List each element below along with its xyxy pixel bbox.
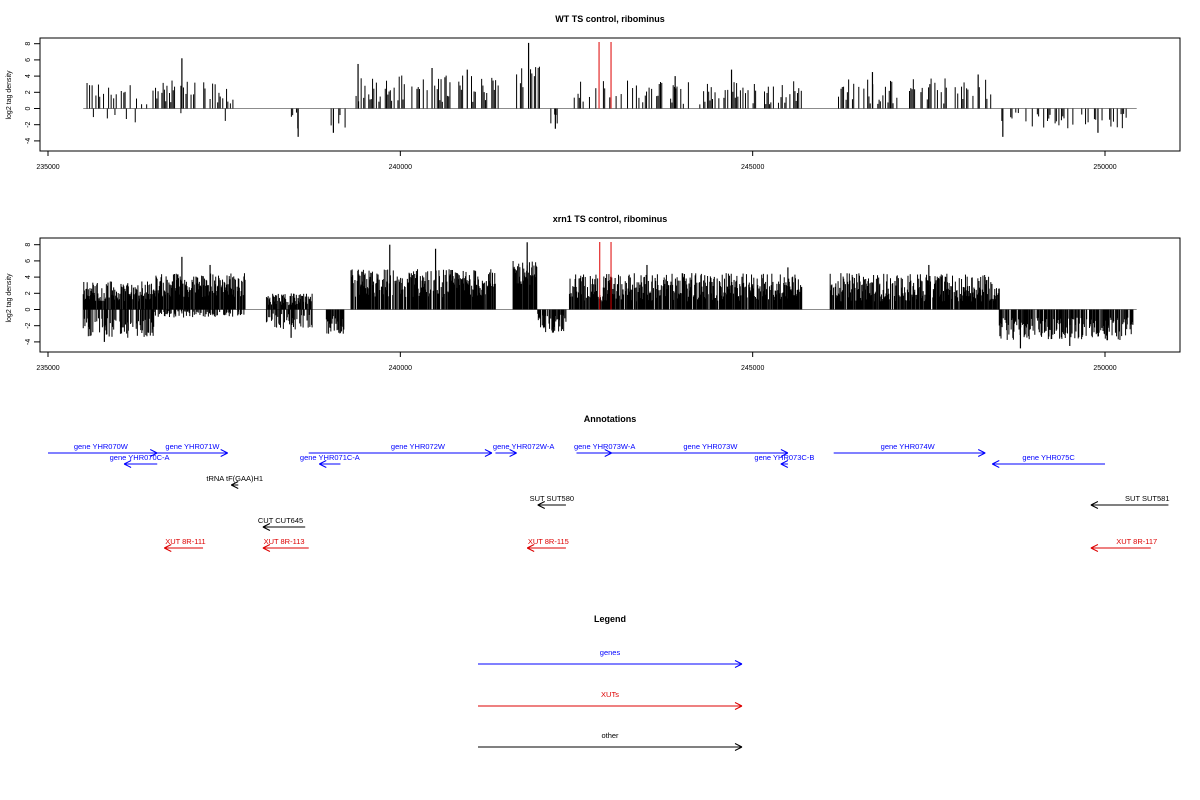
annotation-label: tRNA tF(GAA)H1 — [206, 474, 263, 483]
annotations-title: Annotations — [584, 414, 637, 424]
xrn1-xtick-label: 240000 — [389, 365, 412, 372]
legend-other-label: other — [601, 731, 619, 740]
annotation-gene-arrow: gene YHR071W — [157, 442, 228, 457]
wt-track-ylabel: log2 tag density — [6, 70, 13, 120]
wt-track-title: WT TS control, ribominus — [555, 14, 665, 24]
annotation-gene-arrow: gene YHR075C — [992, 453, 1105, 468]
annotation-gene-arrow: gene YHR072W — [308, 442, 493, 457]
annotation-label: gene YHR073C-B — [754, 453, 814, 462]
annotation-gene-arrow: gene YHR071C-A — [300, 453, 360, 468]
annotation-gene-arrow: gene YHR070W — [48, 442, 158, 457]
annotation-label: gene YHR073W-A — [574, 442, 635, 451]
wt-track-x-axis: 235000 240000 245000 250000 — [36, 150, 1117, 171]
annotation-gene-arrow: gene YHR073C-B — [754, 453, 814, 468]
annotation-other-arrow: CUT CUT645 — [258, 516, 306, 531]
xrn1-track-y-axis: -4 -2 0 2 4 6 8 — [25, 243, 40, 345]
wt-track-y-axis: -4 -2 0 2 4 6 8 — [25, 42, 40, 144]
wt-xtick-label: 240000 — [389, 164, 412, 171]
xrn1-xtick-label: 235000 — [36, 365, 59, 372]
xrn1-track-title: xrn1 TS control, ribominus — [553, 214, 668, 224]
annotation-label: XUT 8R-115 — [528, 537, 569, 546]
annotation-label: gene YHR070W — [74, 442, 129, 451]
wt-track-panel: WT TS control, ribominus log2 tag densit… — [6, 14, 1181, 171]
xrn1-xtick-label: 250000 — [1093, 365, 1116, 372]
annotation-gene-arrow: gene YHR074W — [833, 442, 986, 457]
annotation-label: CUT CUT645 — [258, 516, 303, 525]
wt-ytick-label: 8 — [25, 42, 32, 46]
wt-xtick-label: 245000 — [741, 164, 764, 171]
xrn1-ytick-label: 4 — [25, 275, 32, 279]
annotation-other-arrow: SUT SUT580 — [530, 494, 574, 509]
annotation-label: gene YHR071W — [165, 442, 220, 451]
wt-ytick-label: -4 — [25, 138, 32, 144]
annotation-label: gene YHR071C-A — [300, 453, 360, 462]
wt-ytick-label: 4 — [25, 74, 32, 78]
annotation-label: XUT 8R-117 — [1116, 537, 1157, 546]
xrn1-ytick-label: 6 — [25, 259, 32, 263]
annotation-label: SUT SUT580 — [530, 494, 574, 503]
legend-gene-arrow: genes — [478, 648, 743, 668]
annotation-items: gene YHR070W gene YHR070C-A gene YHR071W tR… — [48, 442, 1170, 552]
legend-items: genes XUTs other — [478, 648, 743, 751]
xrn1-track-markers — [599, 242, 612, 310]
annotation-label: gene YHR075C — [1022, 453, 1075, 462]
annotation-other-arrow: SUT SUT581 — [1090, 494, 1170, 509]
annotation-label: gene YHR074W — [881, 442, 936, 451]
annotation-gene-arrow: gene YHR073W-A — [574, 442, 635, 457]
legend-panel: Legend genes XUTs other — [478, 614, 743, 751]
xrn1-ytick-label: 2 — [25, 291, 32, 295]
annotation-gene-arrow: gene YHR072W-A — [493, 442, 554, 457]
annotation-label: gene YHR073W — [683, 442, 738, 451]
xrn1-ytick-label: 0 — [25, 307, 32, 311]
xrn1-track-x-axis: 235000 240000 245000 250000 — [36, 351, 1117, 372]
annotation-xut-arrow: XUT 8R-115 — [526, 537, 569, 552]
wt-ytick-label: 6 — [25, 58, 32, 62]
xrn1-track-bars — [82, 242, 1137, 349]
wt-ytick-label: 2 — [25, 90, 32, 94]
annotation-xut-arrow: XUT 8R-113 — [262, 537, 309, 552]
xrn1-ytick-label: 8 — [25, 243, 32, 247]
legend-title: Legend — [594, 614, 626, 624]
annotation-label: gene YHR072W-A — [493, 442, 554, 451]
legend-xut-label: XUTs — [601, 690, 619, 699]
legend-xut-arrow: XUTs — [478, 690, 743, 710]
annotation-xut-arrow: XUT 8R-111 — [164, 537, 206, 552]
xrn1-xtick-label: 245000 — [741, 365, 764, 372]
annotation-xut-arrow: XUT 8R-117 — [1090, 537, 1157, 552]
legend-gene-label: genes — [600, 648, 621, 657]
xrn1-ytick-label: -2 — [25, 322, 32, 328]
xrn1-track-ylabel: log2 tag density — [6, 273, 13, 323]
annotation-label: gene YHR072W — [391, 442, 446, 451]
wt-xtick-label: 235000 — [36, 164, 59, 171]
annotation-label: XUT 8R-111 — [165, 537, 205, 546]
wt-xtick-label: 250000 — [1093, 164, 1116, 171]
wt-track-markers — [598, 42, 612, 109]
legend-other-arrow: other — [478, 731, 743, 751]
annotation-label: SUT SUT581 — [1125, 494, 1169, 503]
wt-ytick-label: 0 — [25, 106, 32, 110]
xrn1-ytick-label: -4 — [25, 339, 32, 345]
xrn1-track-panel: xrn1 TS control, ribominus log2 tag dens… — [6, 214, 1181, 372]
annotation-gene-arrow: gene YHR070C-A — [110, 453, 170, 468]
wt-ytick-label: -2 — [25, 121, 32, 127]
wt-track-bars — [83, 42, 1137, 137]
annotation-gene-arrow: gene YHR073W — [611, 442, 789, 457]
annotation-label: XUT 8R-113 — [264, 537, 305, 546]
annotation-other-arrow: tRNA tF(GAA)H1 — [206, 474, 263, 489]
annotation-label: gene YHR070C-A — [110, 453, 170, 462]
wt-track-plot-frame — [39, 37, 1181, 152]
